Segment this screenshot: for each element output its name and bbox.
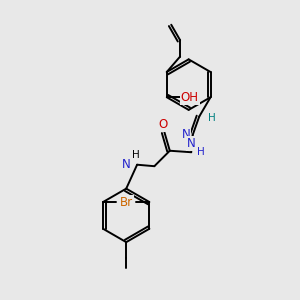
Text: Br: Br bbox=[119, 196, 132, 208]
Text: N: N bbox=[187, 137, 196, 150]
Text: H: H bbox=[132, 150, 140, 160]
Text: N: N bbox=[182, 128, 190, 142]
Text: H: H bbox=[208, 113, 216, 123]
Text: N: N bbox=[122, 158, 131, 171]
Text: Br: Br bbox=[120, 196, 134, 208]
Text: OH: OH bbox=[181, 91, 199, 104]
Text: H: H bbox=[197, 147, 205, 157]
Text: O: O bbox=[158, 118, 168, 131]
